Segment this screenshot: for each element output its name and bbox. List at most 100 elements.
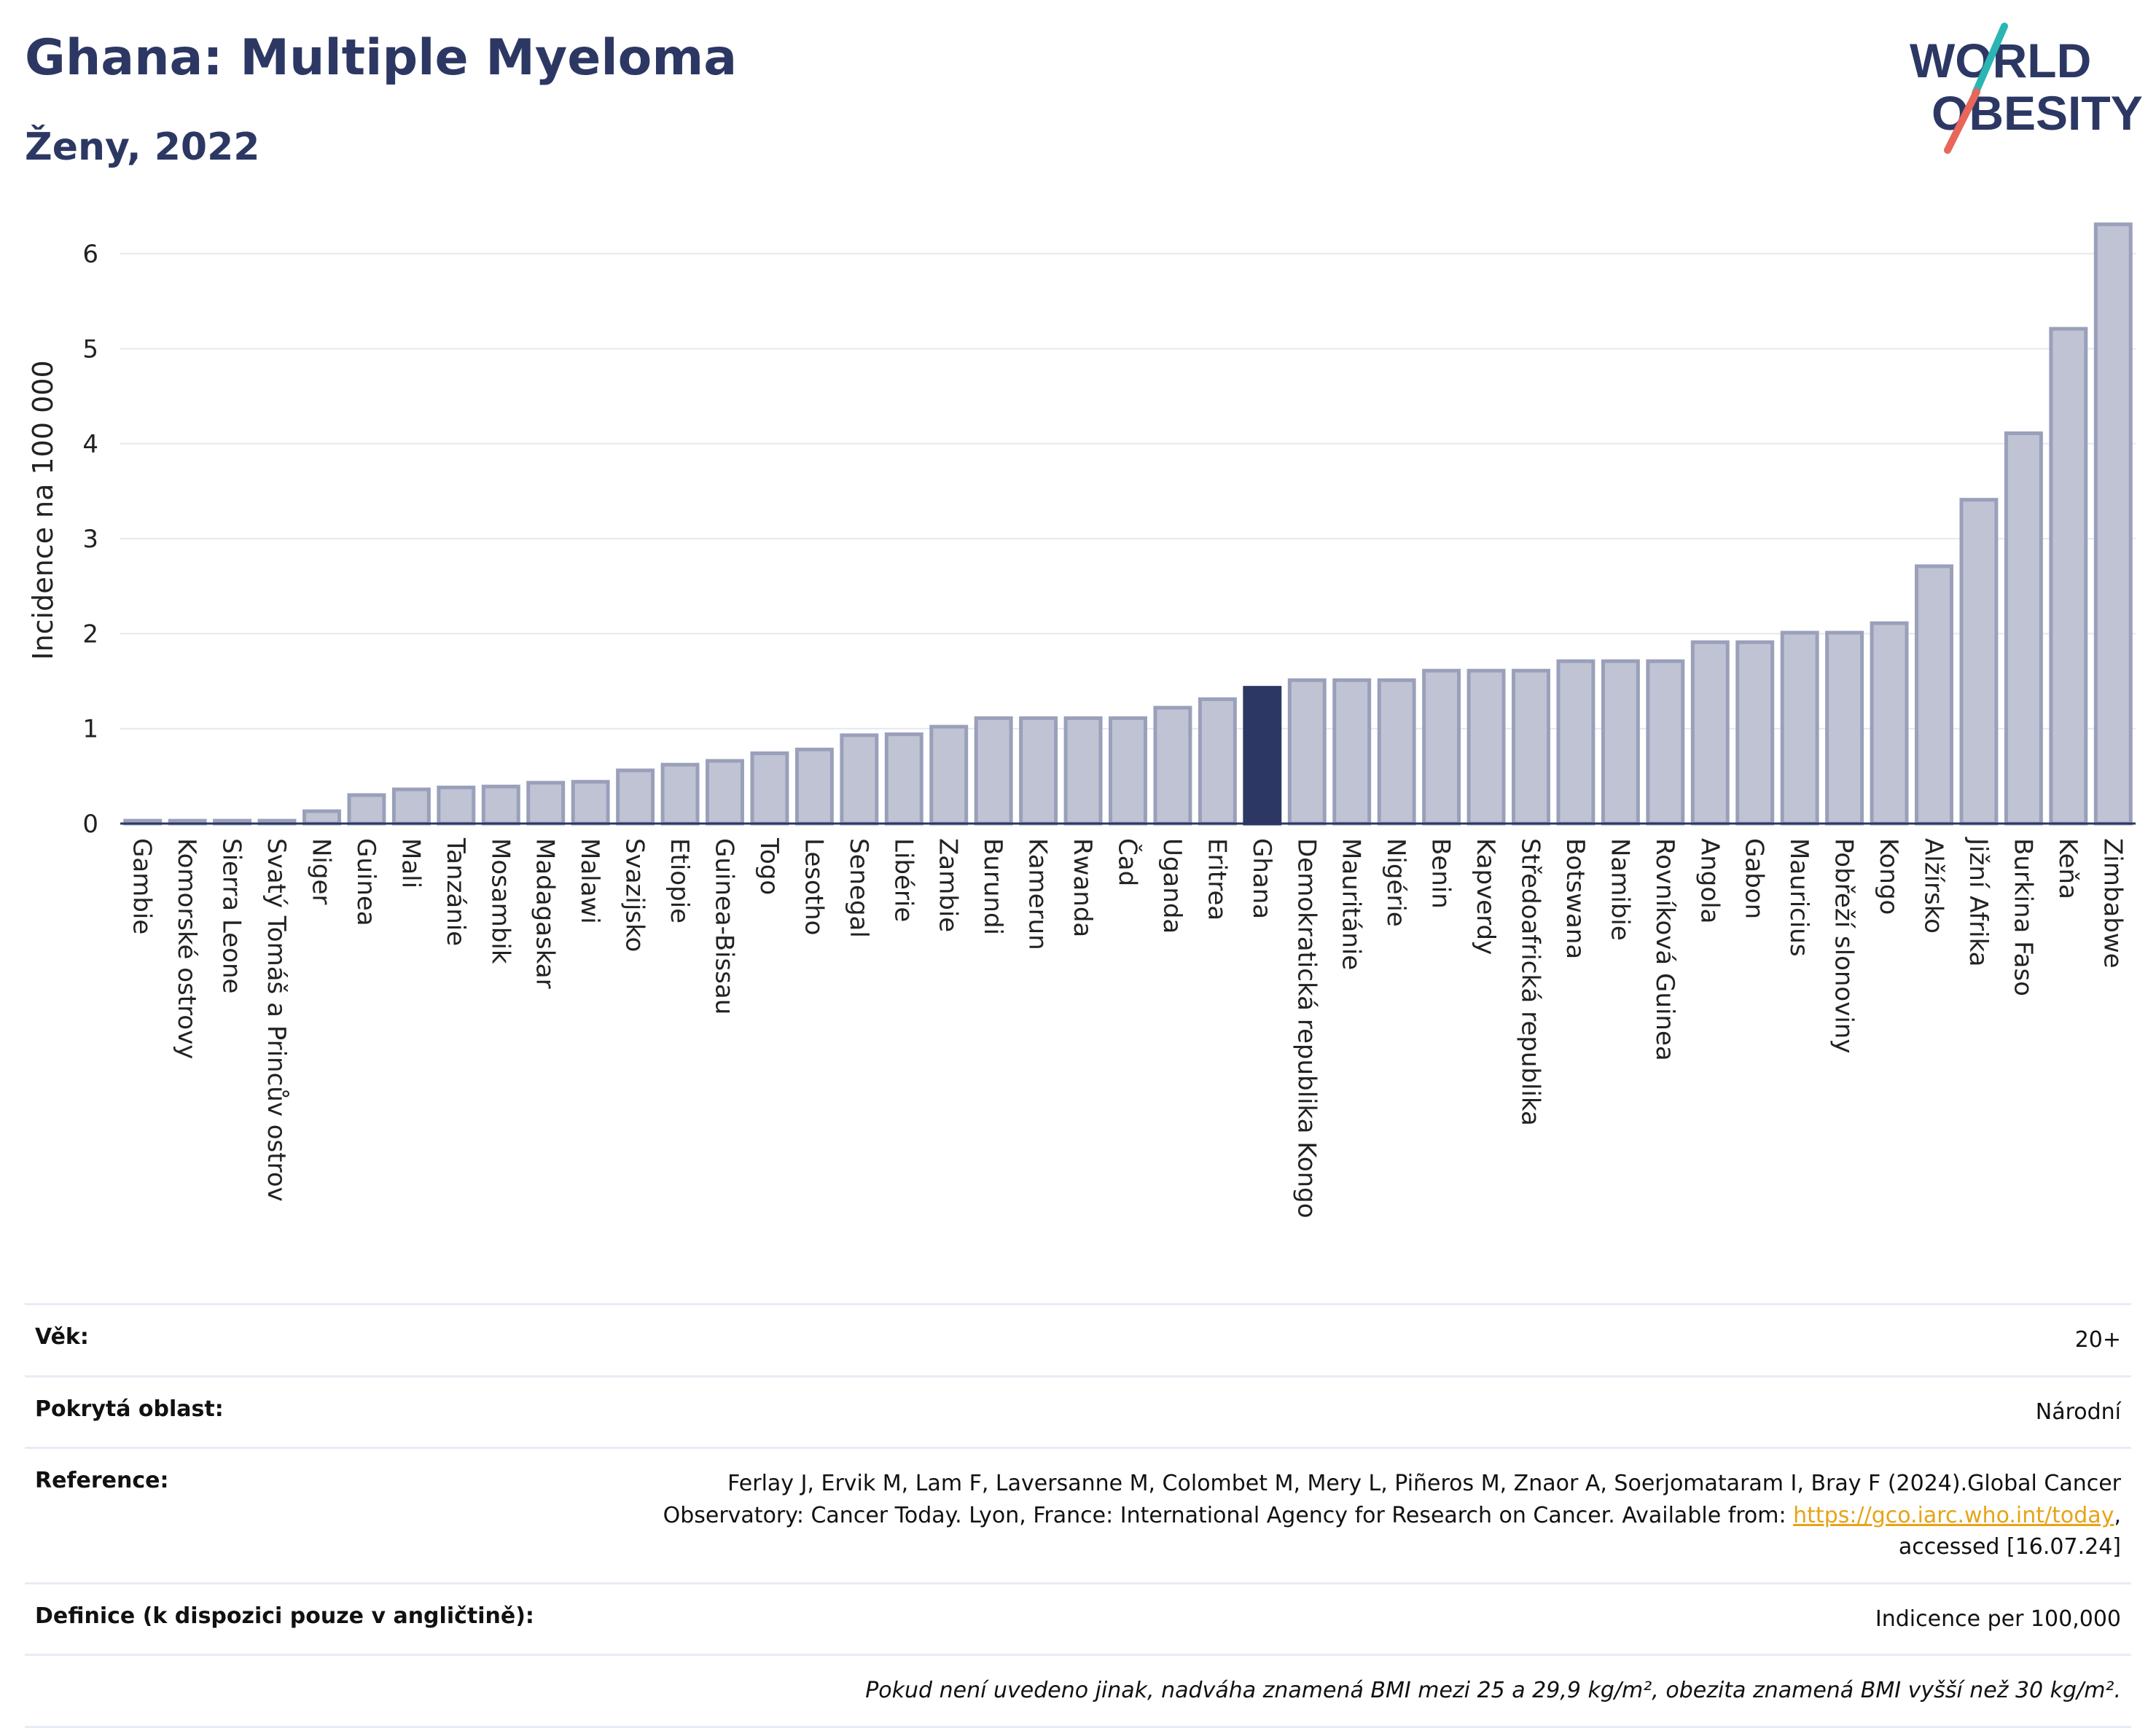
meta-row-reference: Reference: Ferlay J, Ervik M, Lam F, Lav… [25, 1447, 2131, 1582]
x-tick-label: Namibie [1605, 838, 1634, 941]
x-tick-label: Guinea [351, 838, 380, 926]
x-tick-label: Senegal [844, 838, 873, 938]
meta-row-age: Věk: 20+ [25, 1303, 2131, 1375]
bar-38 [1825, 630, 1864, 826]
y-tick-label: 5 [82, 335, 98, 364]
y-axis-label: Incidence na 100 000 [27, 360, 59, 660]
x-tick-label: Madagaskar [531, 838, 560, 989]
x-tick-label: Ghana [1247, 838, 1276, 919]
page-title: Ghana: Multiple Myeloma [25, 29, 738, 87]
x-tick-label: Alžírsko [1919, 838, 1948, 934]
bar-34 [1646, 659, 1685, 826]
reference-link[interactable]: https://gco.iarc.who.int/today [1793, 1502, 2114, 1528]
x-tick-label: Jižní Afrika [1964, 837, 1993, 967]
logo-slash-coral [1944, 88, 1980, 154]
bar-32 [1556, 659, 1595, 826]
meta-row-coverage: Pokrytá oblast: Národní [25, 1375, 2131, 1447]
reference-text-start: Ferlay J, Ervik M, Lam F, Laversanne M, … [663, 1471, 2121, 1528]
bar-14 [750, 751, 789, 826]
y-tick-label: 4 [82, 430, 98, 459]
x-tick-label: Gambie [128, 838, 157, 934]
bar-4 [302, 809, 341, 826]
bar-22 [1109, 716, 1147, 826]
y-tick-label: 3 [82, 525, 98, 554]
x-tick-label: Etiopie [665, 838, 694, 923]
x-tick-label: Burkina Faso [2008, 838, 2037, 996]
page-subtitle: Ženy, 2022 [25, 125, 260, 169]
x-tick-label: Zambie [934, 838, 963, 932]
bar-12 [660, 762, 700, 826]
bar-41 [1959, 498, 1999, 826]
bar-43 [2049, 327, 2088, 826]
reference-label: Reference: [35, 1468, 169, 1493]
definition-label: Definice (k dispozici pouze v angličtině… [35, 1603, 534, 1629]
x-tick-label: Zimbabwe [2098, 838, 2127, 969]
x-tick-label: Tanzánie [441, 837, 470, 946]
bar-18 [929, 724, 969, 826]
x-tick-label: Mali [396, 838, 425, 888]
x-tick-label: Angola [1695, 838, 1724, 923]
bar-6 [391, 787, 431, 826]
x-tick-label: Uganda [1157, 838, 1187, 934]
bar-31 [1512, 668, 1550, 826]
x-tick-label: Benin [1426, 838, 1456, 909]
x-tick-label: Rwanda [1068, 838, 1097, 937]
bar-25 [1243, 686, 1282, 826]
x-tick-label: Sierra Leone [217, 838, 246, 993]
meta-row-definition: Definice (k dispozici pouze v angličtině… [25, 1582, 2131, 1654]
reference-text-end: , accessed [16.07.24] [1898, 1502, 2121, 1560]
bar-7 [437, 785, 476, 826]
bar-15 [794, 747, 834, 826]
x-tick-label: Čad [1113, 838, 1143, 886]
bar-30 [1466, 668, 1506, 826]
x-tick-label: Burundi [978, 838, 1007, 935]
x-tick-label: Guinea-Bissau [710, 838, 739, 1014]
reference-value: Ferlay J, Ervik M, Lam F, Laversanne M, … [590, 1468, 2121, 1563]
age-label: Věk: [35, 1324, 89, 1350]
bar-33 [1601, 659, 1640, 826]
x-tick-label: Rovníková Guinea [1650, 838, 1679, 1061]
x-tick-label: Mosambik [485, 838, 515, 964]
x-tick-label: Niger [307, 838, 336, 904]
x-tick-label: Malawi [575, 838, 604, 924]
bar-23 [1153, 705, 1192, 826]
x-tick-label: Komorské ostrovy [172, 838, 201, 1059]
x-tick-label: Svazijsko [620, 838, 649, 952]
x-tick-label: Středoafrická republika [1516, 838, 1545, 1126]
x-tick-label: Lesotho [799, 838, 828, 935]
bar-44 [2093, 222, 2133, 826]
bar-16 [840, 733, 879, 826]
x-tick-label: Mauricius [1784, 838, 1813, 957]
bar-11 [616, 768, 655, 826]
coverage-value: Národní [2035, 1399, 2121, 1425]
world-obesity-logo: WORLD OBESITY [1910, 23, 2143, 154]
y-tick-label: 2 [82, 619, 98, 649]
x-tick-label: Demokratická republika Kongo [1292, 838, 1321, 1219]
bar-27 [1332, 678, 1372, 826]
metadata-table: Věk: 20+ Pokrytá oblast: Národní Referen… [25, 1303, 2131, 1728]
bar-40 [1915, 564, 1953, 826]
bar-chart: 0 1 2 3 4 5 6 Incidence na 100 000 Gambie Komorsk… [27, 222, 2136, 1219]
coverage-label: Pokrytá oblast: [35, 1396, 224, 1422]
bar-28 [1377, 678, 1416, 826]
bar-37 [1780, 630, 1819, 826]
y-tick-label: 6 [82, 240, 98, 269]
x-tick-label: Eritrea [1202, 838, 1231, 920]
bar-42 [2004, 431, 2043, 826]
x-tick-label: Pobřeží slonoviny [1829, 838, 1859, 1053]
x-tick-label: Libérie [888, 838, 918, 922]
x-tick-label: Kamerun [1023, 838, 1052, 950]
definition-value: Indicence per 100,000 [1875, 1606, 2121, 1632]
x-tick-label: Gabon [1740, 838, 1769, 919]
x-tick-label: Botswana [1561, 838, 1590, 959]
bmi-note: Pokud není uvedeno jinak, nadváha znamen… [865, 1678, 2121, 1703]
bar-26 [1287, 678, 1327, 826]
x-tick-label: Keňa [2053, 838, 2082, 899]
x-tick-label: Nigérie [1381, 838, 1410, 927]
y-tick-label: 0 [82, 810, 98, 839]
x-tick-label: Kongo [1874, 838, 1903, 915]
bar-13 [706, 759, 744, 826]
y-tick-label: 1 [82, 715, 98, 744]
bar-39 [1870, 621, 1909, 826]
bar-36 [1735, 640, 1775, 826]
